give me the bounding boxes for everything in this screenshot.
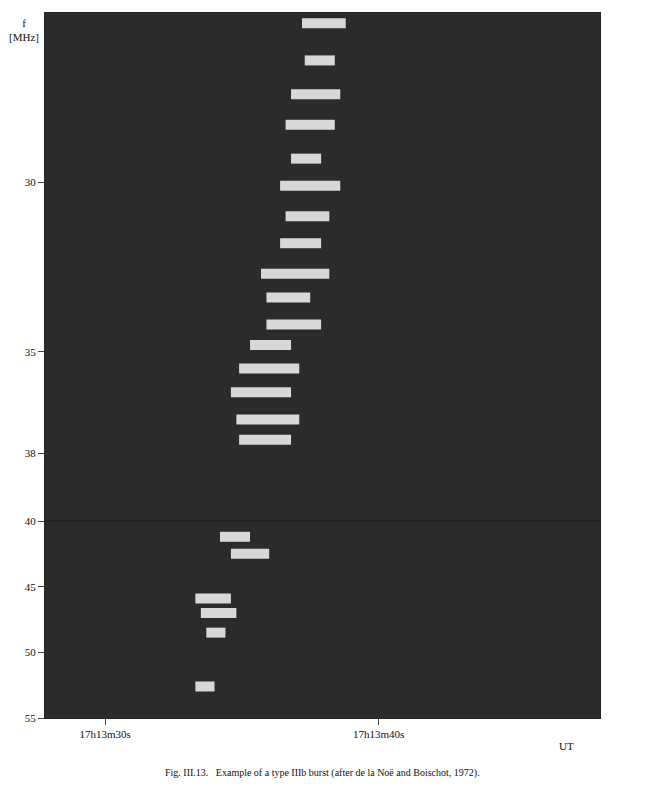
svg-text:38: 38 [25,447,37,459]
svg-text:30: 30 [25,176,37,188]
svg-text:17h13m30s: 17h13m30s [79,728,130,740]
svg-text:f[MHz]: f[MHz] [9,17,39,43]
svg-text:50: 50 [25,646,37,658]
svg-text:40: 40 [25,515,37,527]
svg-text:35: 35 [25,346,37,358]
svg-text:17h13m40s: 17h13m40s [353,728,404,740]
svg-text:45: 45 [25,581,37,593]
svg-text:55: 55 [25,712,37,724]
svg-text:Fig. III.13. Example of a ty: Fig. III.13. Example of a type IIIb burs… [165,767,480,779]
svg-text:UT: UT [559,740,574,752]
